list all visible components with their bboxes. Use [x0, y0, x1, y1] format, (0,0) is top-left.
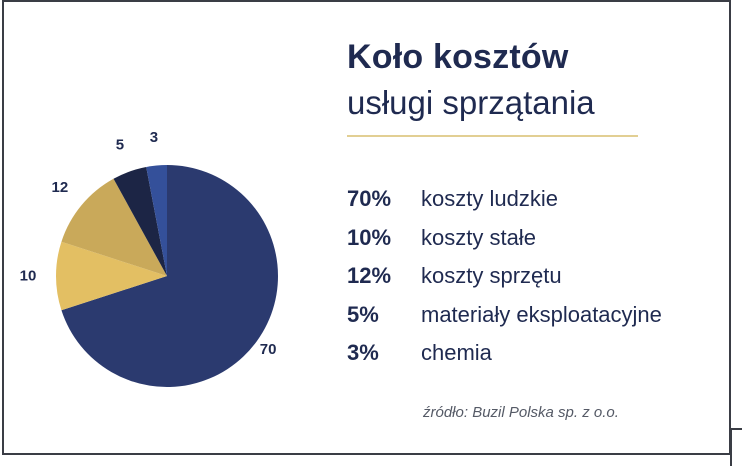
legend: 70% koszty ludzkie 10% koszty stałe 12% …	[347, 180, 662, 373]
legend-label: materiały eksploatacyjne	[421, 301, 662, 327]
adjacent-card-edge	[730, 428, 742, 466]
pie-data-label-0: 70	[260, 341, 277, 358]
legend-percent: 10%	[347, 224, 392, 250]
legend-item-koszty-sprzetu: 12% koszty sprzętu	[347, 257, 662, 296]
pie-slice-2	[61, 178, 167, 276]
legend-percent: 5%	[347, 301, 379, 327]
pie-data-label-1: 10	[20, 268, 37, 285]
pie-data-label-2: 12	[52, 179, 69, 196]
title-divider	[347, 135, 638, 137]
legend-label: koszty sprzętu	[421, 263, 562, 289]
legend-percent: 3%	[347, 340, 379, 366]
pie-slice-3	[113, 166, 167, 276]
chart-title: Koło kosztów	[347, 38, 569, 76]
source-note: źródło: Buzil Polska sp. z o.o.	[423, 404, 619, 421]
legend-label: koszty ludzkie	[421, 186, 558, 212]
legend-item-chemia: 3% chemia	[347, 334, 662, 373]
pie-data-label-3: 5	[116, 137, 124, 154]
pie-data-label-4: 3	[150, 129, 158, 146]
pie-slice-4	[146, 165, 167, 276]
chart-subtitle: usługi sprzątania	[347, 84, 595, 121]
legend-item-koszty-ludzkie: 70% koszty ludzkie	[347, 180, 662, 219]
legend-item-materialy: 5% materiały eksploatacyjne	[347, 296, 662, 335]
legend-percent: 70%	[347, 186, 392, 212]
pie-slice-0	[61, 165, 278, 387]
legend-label: chemia	[421, 340, 492, 366]
legend-item-koszty-stale: 10% koszty stałe	[347, 219, 662, 258]
legend-label: koszty stałe	[421, 224, 536, 250]
pie-slice-1	[55, 241, 167, 311]
legend-percent: 12%	[347, 263, 392, 289]
